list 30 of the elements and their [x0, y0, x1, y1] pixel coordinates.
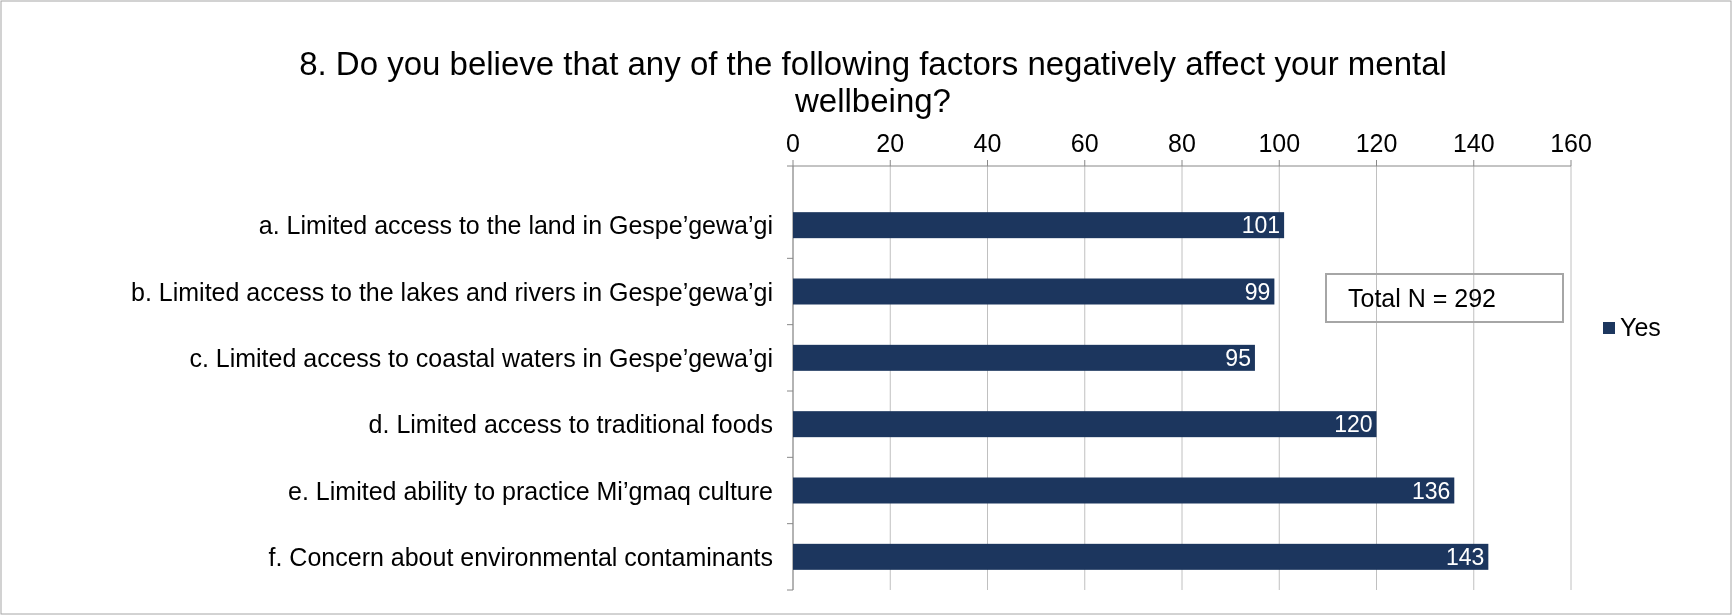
- x-tick-label: 60: [1070, 129, 1099, 157]
- data-label: 143: [1445, 543, 1485, 570]
- chart-title: 8. Do you believe that any of the following factors negatively affect your mental wellbeing?: [299, 45, 1447, 119]
- y-tick-label: f. Concern about environmental contaminants: [268, 542, 773, 571]
- y-tick-label: a. Limited access to the land in Gespe’gewa’gi: [258, 211, 773, 240]
- data-label: 120: [1334, 411, 1373, 438]
- bar: [793, 212, 1285, 239]
- x-tick-label: 80: [1168, 129, 1196, 157]
- x-tick-label: 140: [1452, 129, 1495, 157]
- data-label: 95: [1225, 344, 1251, 371]
- y-tick-label: e. Limited ability to practice Mi’gmaq culture: [288, 476, 773, 505]
- y-tick-label: c. Limited access to coastal waters in Gespe’gewa’gi: [189, 343, 773, 372]
- bar: [793, 477, 1455, 504]
- bar: [793, 543, 1489, 570]
- data-label: 101: [1241, 212, 1281, 239]
- data-label: 136: [1411, 477, 1451, 504]
- y-tick-label: b. Limited access to the lakes and rivers in Gespe’gewa’gi: [131, 277, 773, 306]
- x-tick-label: 120: [1355, 129, 1398, 157]
- x-tick-label: 40: [973, 129, 1002, 157]
- bar: [793, 278, 1275, 305]
- bar: [793, 411, 1377, 438]
- y-tick-label: d. Limited access to traditional foods: [368, 410, 773, 439]
- legend-label: Yes: [1620, 313, 1661, 341]
- x-tick-label: 20: [876, 129, 905, 157]
- bar: [793, 344, 1255, 371]
- annotation: Total N = 292: [1348, 284, 1497, 312]
- x-tick-label: 160: [1550, 129, 1592, 157]
- x-tick-label: 100: [1258, 129, 1301, 157]
- data-label: 99: [1244, 278, 1271, 305]
- x-tick-label: 0: [786, 129, 800, 157]
